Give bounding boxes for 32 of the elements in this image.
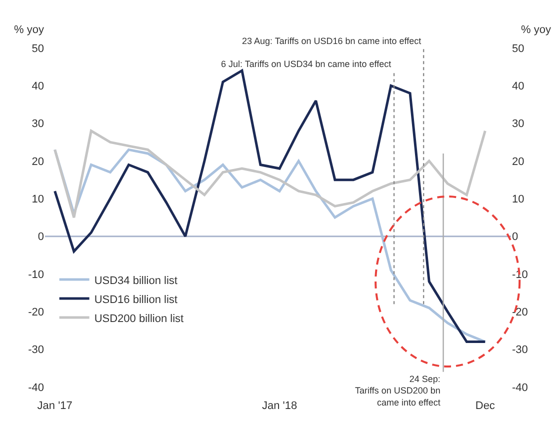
ref-line-label: 6 Jul: Tariffs on USD34 bn came into effect [221,59,392,69]
x-tick-label: Jan '18 [262,400,298,412]
legend-label: USD16 billion list [94,294,178,306]
y2-tick-label: -40 [512,382,528,394]
y2-tick-label: 30 [512,118,524,130]
y2-tick-label: 50 [512,42,524,55]
y2-tick-label: 40 [512,80,524,93]
y-tick-label: -10 [28,268,44,281]
x-tick-label: Dec [475,400,496,412]
y-tick-label: 50 [32,42,44,55]
x-tick-label: Jan '17 [37,400,72,412]
y-axis-title: % yoy [14,24,44,36]
y2-tick-label: 20 [512,156,524,168]
legend-label: USD34 billion list [94,274,178,287]
y2-tick-label: 10 [512,194,524,206]
y-tick-label: 40 [32,80,44,93]
line-series [54,69,486,344]
y2-tick-label: 0 [512,231,518,244]
y-tick-label: 0 [38,231,44,244]
y-tick-label: -30 [28,344,44,356]
ref-line-label: 23 Aug: Tariffs on USD16 bn came into effect [242,36,422,46]
y-tick-label: -20 [28,306,44,319]
y-tick-label: 30 [32,118,44,130]
y2-tick-label: -30 [512,344,528,356]
y2-axis-title: % yoy [521,24,552,36]
y-tick-label: 20 [32,156,44,168]
ref-line-label: 24 Sep: Tariffs on USD200 bn came into effect [355,374,441,408]
y2-tick-label: -20 [512,306,528,319]
y-tick-label: 10 [32,194,44,206]
line-series [54,130,486,219]
legend-label: USD200 billion list [94,312,184,325]
y-tick-label: -40 [28,382,44,394]
